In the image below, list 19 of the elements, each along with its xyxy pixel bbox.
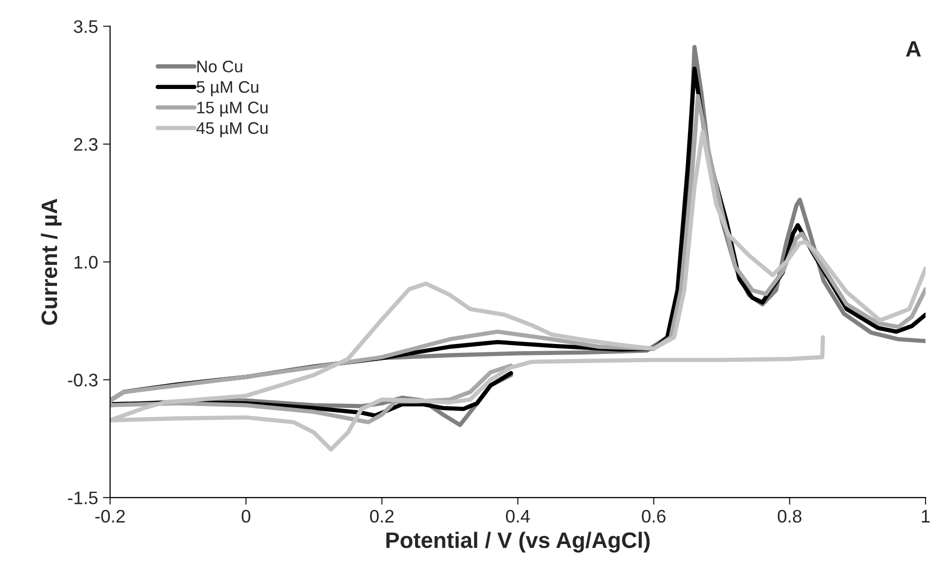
x-tick-label: 1 bbox=[922, 510, 930, 522]
x-tick-label: 0.2 bbox=[370, 510, 394, 523]
x-tick-label: 0.4 bbox=[506, 510, 530, 523]
y-tick-label: 1.0 bbox=[74, 256, 98, 269]
x-tick-label: 0.8 bbox=[778, 510, 802, 523]
y-tick-label: 2.3 bbox=[74, 138, 98, 151]
y-axis-title: Current / µA bbox=[40, 198, 62, 325]
y-tick-label: -0.3 bbox=[68, 374, 98, 386]
x-tick-label: 0.6 bbox=[642, 510, 666, 523]
x-tick-label: -0.2 bbox=[95, 510, 125, 523]
x-axis-title: Potential / V (vs Ag/AgCl) bbox=[386, 532, 650, 553]
annotation: A bbox=[906, 41, 921, 57]
y-tick-label: -1.5 bbox=[68, 492, 98, 504]
legend-label: 15 µM Cu bbox=[197, 102, 268, 117]
legend-label: No Cu bbox=[197, 60, 242, 72]
y-tick-label: 3.5 bbox=[74, 20, 98, 33]
legend-label: 45 µM Cu bbox=[196, 122, 268, 138]
legend-label: 5 µM Cu bbox=[196, 81, 258, 96]
x-tick-label: 0 bbox=[242, 510, 250, 523]
